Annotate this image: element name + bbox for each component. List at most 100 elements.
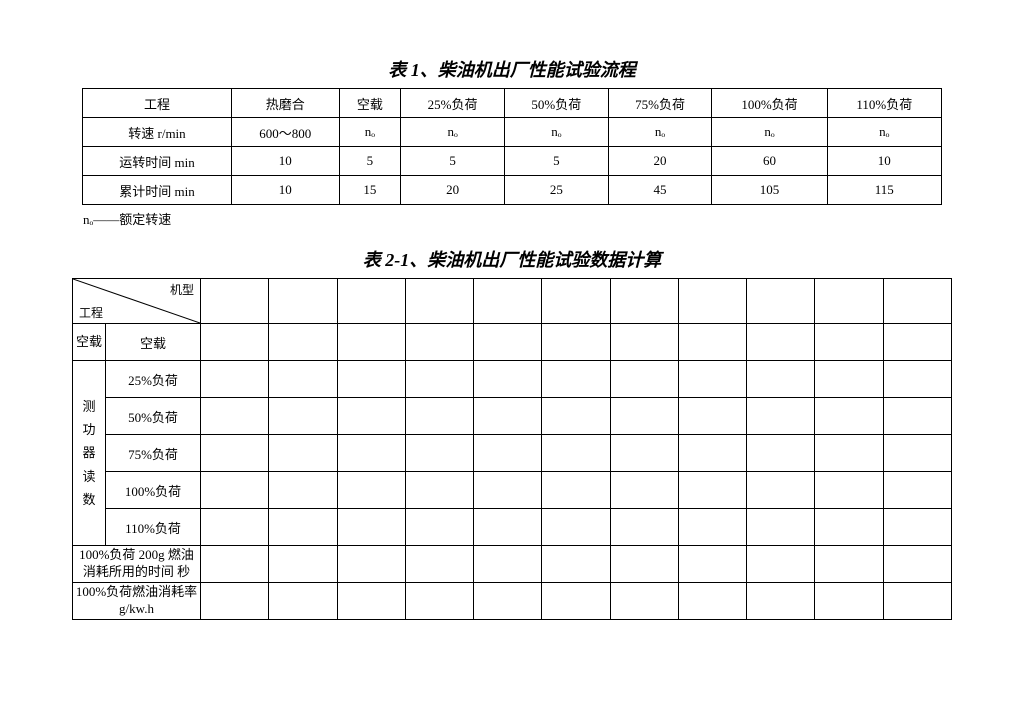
t1-r0-c1: nₒ [339, 118, 401, 147]
t1-r2-c5: 105 [712, 176, 827, 205]
t2-g1-b9 [815, 398, 883, 435]
t2-group-row-2: 75%负荷 [73, 435, 952, 472]
t1-r1-c6: 10 [827, 147, 941, 176]
t1-r2-c3: 25 [504, 176, 608, 205]
t2-empty-col2: 空载 [106, 324, 201, 361]
t2-diagonal-header: 机型 工程 [73, 279, 201, 324]
t2-b0-c10 [883, 546, 951, 583]
t2-b0-c6 [610, 546, 678, 583]
t1-r2-label: 累计时间 min [83, 176, 232, 205]
t2-bottom-row-1: 100%负荷燃油消耗率 g/kw.h [73, 583, 952, 620]
t2-g2-b10 [883, 435, 951, 472]
table1-row-0: 转速 r/min 600～800 nₒ nₒ nₒ nₒ nₒ nₒ [83, 118, 942, 147]
table1-header-row: 工程 热磨合 空载 25%负荷 50%负荷 75%负荷 100%负荷 110%负… [83, 89, 942, 118]
t2-bottom0-label: 100%负荷 200g 燃油消耗所用的时间 秒 [73, 546, 201, 583]
t2-g0-label: 25%负荷 [106, 361, 201, 398]
table1: 工程 热磨合 空载 25%负荷 50%负荷 75%负荷 100%负荷 110%负… [82, 88, 942, 205]
t2-h-blank6 [610, 279, 678, 324]
t2-h-blank9 [815, 279, 883, 324]
t2-empty-b5 [542, 324, 610, 361]
t1-h5: 75%负荷 [608, 89, 712, 118]
t2-g3-b9 [815, 472, 883, 509]
t2-g4-label: 110%负荷 [106, 509, 201, 546]
t2-empty-b2 [337, 324, 405, 361]
t2-b1-c10 [883, 583, 951, 620]
t2-g3-b0 [201, 472, 269, 509]
t2-g3-b8 [747, 472, 815, 509]
t2-g1-label: 50%负荷 [106, 398, 201, 435]
t2-b1-c0 [201, 583, 269, 620]
t2-g2-b5 [542, 435, 610, 472]
t2-gl-4: 数 [82, 492, 95, 507]
t2-diag-bottom: 工程 [79, 304, 103, 321]
t1-r0-c2: nₒ [401, 118, 505, 147]
t2-empty-b0 [201, 324, 269, 361]
t1-r0-c5: nₒ [712, 118, 827, 147]
t2-b1-c2 [337, 583, 405, 620]
t2-diag-top: 机型 [170, 281, 194, 298]
t2-h-blank3 [405, 279, 473, 324]
t2-b0-c1 [269, 546, 337, 583]
t2-g0-b1 [269, 361, 337, 398]
t2-g3-b10 [883, 472, 951, 509]
t2-empty-b10 [883, 324, 951, 361]
t2-bottom1-label: 100%负荷燃油消耗率 g/kw.h [73, 583, 201, 620]
t2-g4-b1 [269, 509, 337, 546]
t2-group-row-0: 测 功 器 读 数 25%负荷 [73, 361, 952, 398]
t2-g1-b4 [474, 398, 542, 435]
t2-b0-c0 [201, 546, 269, 583]
t2-g1-b0 [201, 398, 269, 435]
t2-empty-b6 [610, 324, 678, 361]
t2-gl-1: 功 [82, 422, 95, 437]
t2-g0-b10 [883, 361, 951, 398]
t1-r0-c6: nₒ [827, 118, 941, 147]
t2-b1-c7 [678, 583, 746, 620]
t2-group-row-4: 110%负荷 [73, 509, 952, 546]
t2-h-blank2 [337, 279, 405, 324]
t2-b1-c6 [610, 583, 678, 620]
t2-h-blank4 [474, 279, 542, 324]
t2-g2-b7 [678, 435, 746, 472]
t1-h7: 110%负荷 [827, 89, 941, 118]
t2-empty-b4 [474, 324, 542, 361]
t2-g2-b4 [474, 435, 542, 472]
t2-b1-c9 [815, 583, 883, 620]
t2-header-row: 机型 工程 [73, 279, 952, 324]
t2-g0-b5 [542, 361, 610, 398]
t2-g0-b9 [815, 361, 883, 398]
t2-g4-b5 [542, 509, 610, 546]
t2-g0-b2 [337, 361, 405, 398]
t2-empty-b7 [678, 324, 746, 361]
t2-g2-label: 75%负荷 [106, 435, 201, 472]
t2-h-blank10 [883, 279, 951, 324]
t2-row-empty: 空载 空载 [73, 324, 952, 361]
table1-row-1: 运转时间 min 10 5 5 5 20 60 10 [83, 147, 942, 176]
t1-r2-c2: 20 [401, 176, 505, 205]
t2-g2-b3 [405, 435, 473, 472]
t2-h-blank0 [201, 279, 269, 324]
t2-b0-c7 [678, 546, 746, 583]
t2-g0-b6 [610, 361, 678, 398]
t2-g4-b2 [337, 509, 405, 546]
t2-b0-c9 [815, 546, 883, 583]
t2-b0-c2 [337, 546, 405, 583]
t2-empty-b1 [269, 324, 337, 361]
t2-b1-c8 [747, 583, 815, 620]
t2-b1-c4 [474, 583, 542, 620]
t2-gl-3: 读 [82, 469, 95, 484]
table1-caption: 表 1、柴油机出厂性能试验流程 [0, 56, 1024, 82]
t2-g3-label: 100%负荷 [106, 472, 201, 509]
t2-g3-b1 [269, 472, 337, 509]
t2-g1-b6 [610, 398, 678, 435]
t2-g0-b4 [474, 361, 542, 398]
t1-r1-c1: 5 [339, 147, 401, 176]
t2-g2-b9 [815, 435, 883, 472]
t1-h3: 25%负荷 [401, 89, 505, 118]
t2-h-blank7 [678, 279, 746, 324]
t2-empty-b3 [405, 324, 473, 361]
t1-h2: 空载 [339, 89, 401, 118]
t1-r1-c4: 20 [608, 147, 712, 176]
t2-g2-b2 [337, 435, 405, 472]
t2-g1-b1 [269, 398, 337, 435]
t2-g3-b3 [405, 472, 473, 509]
